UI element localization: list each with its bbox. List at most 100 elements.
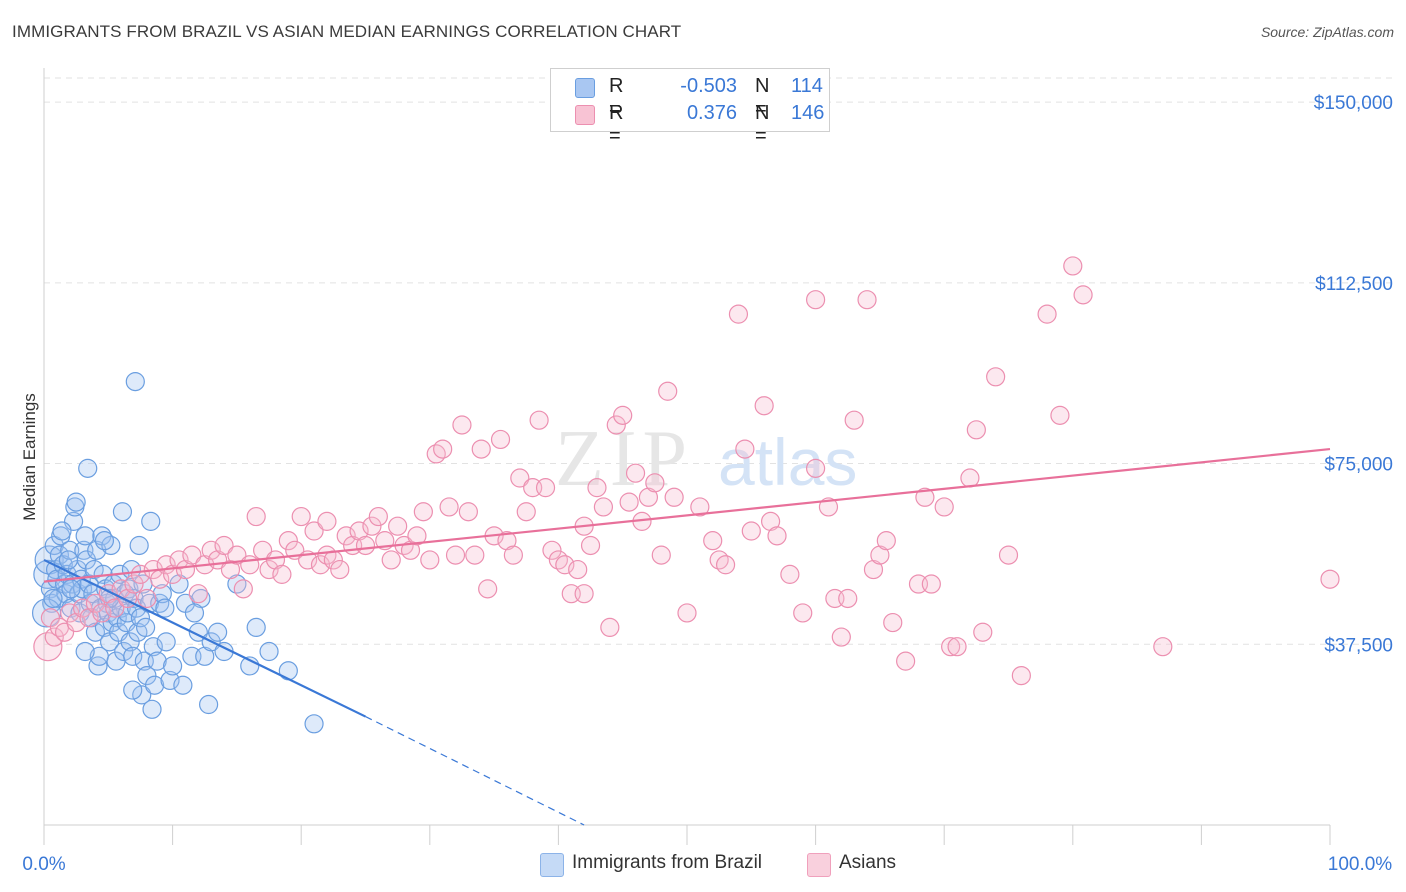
legend-swatch-asians bbox=[575, 105, 595, 125]
legend-n-label: N = bbox=[755, 102, 770, 147]
watermark: ZIP atlas bbox=[555, 415, 857, 503]
trend-line-brazil-extension bbox=[365, 716, 585, 826]
point-asians bbox=[362, 516, 382, 536]
point-asians bbox=[420, 550, 440, 570]
point-brazil bbox=[160, 670, 180, 691]
point-asians bbox=[555, 555, 575, 575]
point-brazil bbox=[129, 535, 149, 556]
point-brazil bbox=[43, 588, 63, 609]
point-asians bbox=[130, 564, 151, 584]
point-asians bbox=[516, 502, 536, 522]
point-brazil bbox=[142, 699, 162, 719]
legend-r-label: R = bbox=[609, 75, 624, 120]
point-asians bbox=[1063, 256, 1083, 276]
point-asians bbox=[535, 478, 556, 498]
y-tick-label: $75,000 bbox=[1324, 455, 1393, 476]
point-asians bbox=[317, 511, 337, 531]
y-tick-label: $150,000 bbox=[1314, 93, 1393, 114]
point-asians bbox=[921, 574, 941, 594]
point-brazil bbox=[60, 540, 80, 560]
trend-line-asians bbox=[43, 447, 1331, 583]
point-asians bbox=[233, 579, 253, 599]
point-asians bbox=[966, 420, 986, 440]
point-asians bbox=[1320, 569, 1340, 589]
point-asians bbox=[690, 497, 710, 517]
trend-lines bbox=[43, 447, 1331, 826]
point-asians bbox=[471, 439, 491, 459]
point-asians bbox=[947, 637, 967, 657]
point-asians bbox=[703, 531, 723, 551]
point-brazil bbox=[137, 665, 157, 686]
point-asians bbox=[304, 521, 324, 541]
point-asians bbox=[310, 555, 331, 575]
point-asians bbox=[619, 492, 639, 512]
point-asians bbox=[188, 584, 208, 604]
point-asians bbox=[613, 405, 633, 425]
point-asians bbox=[1050, 405, 1070, 425]
point-asians bbox=[33, 632, 63, 662]
point-brazil bbox=[125, 372, 145, 392]
point-brazil bbox=[88, 656, 108, 676]
point-asians bbox=[844, 410, 864, 430]
point-asians bbox=[407, 526, 427, 546]
point-asians bbox=[201, 540, 221, 560]
point-asians bbox=[413, 502, 433, 522]
point-asians bbox=[44, 627, 64, 647]
watermark-atlas: atlas bbox=[718, 425, 857, 499]
bottom-legend-swatch-asians bbox=[807, 853, 831, 877]
point-asians bbox=[1037, 304, 1057, 324]
point-asians bbox=[915, 487, 935, 507]
point-asians bbox=[941, 637, 961, 657]
point-asians bbox=[529, 410, 549, 430]
point-asians bbox=[388, 516, 408, 536]
point-asians bbox=[368, 506, 388, 527]
point-asians bbox=[934, 497, 954, 517]
point-asians bbox=[92, 603, 112, 623]
point-asians bbox=[793, 603, 813, 623]
point-asians bbox=[818, 497, 839, 517]
point-asians bbox=[478, 579, 498, 599]
point-brazil bbox=[184, 603, 205, 623]
point-brazil bbox=[87, 540, 107, 560]
legend-r-label: R = bbox=[609, 102, 624, 147]
point-asians bbox=[645, 473, 665, 493]
point-brazil bbox=[141, 511, 161, 531]
point-asians bbox=[658, 381, 678, 401]
point-brazil bbox=[132, 685, 152, 705]
point-asians bbox=[60, 603, 80, 623]
point-asians bbox=[715, 555, 736, 575]
trend-line-brazil bbox=[43, 558, 366, 718]
point-brazil bbox=[135, 617, 156, 638]
point-asians bbox=[574, 584, 594, 604]
point-asians bbox=[227, 545, 247, 565]
point-asians bbox=[741, 521, 761, 541]
point-asians bbox=[568, 559, 588, 580]
point-brazil bbox=[75, 641, 95, 662]
point-brazil bbox=[49, 545, 70, 565]
point-asians bbox=[246, 506, 266, 527]
point-asians bbox=[960, 468, 980, 488]
point-asians bbox=[831, 627, 851, 647]
point-asians bbox=[805, 290, 826, 310]
point-brazil bbox=[123, 680, 143, 700]
point-asians bbox=[651, 545, 671, 565]
point-asians bbox=[182, 545, 202, 565]
point-brazil bbox=[144, 675, 165, 695]
point-asians bbox=[433, 439, 453, 459]
point-brazil bbox=[52, 521, 72, 541]
point-brazil bbox=[58, 550, 79, 570]
point-asians bbox=[1011, 665, 1031, 686]
point-asians bbox=[986, 367, 1006, 387]
point-asians bbox=[214, 535, 234, 556]
point-brazil bbox=[130, 608, 151, 628]
point-asians bbox=[490, 429, 511, 450]
point-asians bbox=[857, 290, 877, 310]
axis-labels: $150,000 $112,500 $75,000 $37,500 0.0% 100.0%… bbox=[20, 93, 1393, 875]
point-asians bbox=[272, 564, 292, 584]
point-asians bbox=[85, 593, 106, 613]
point-asians bbox=[600, 617, 620, 638]
point-asians bbox=[124, 574, 144, 594]
point-brazil bbox=[84, 559, 104, 580]
point-asians bbox=[503, 545, 523, 565]
